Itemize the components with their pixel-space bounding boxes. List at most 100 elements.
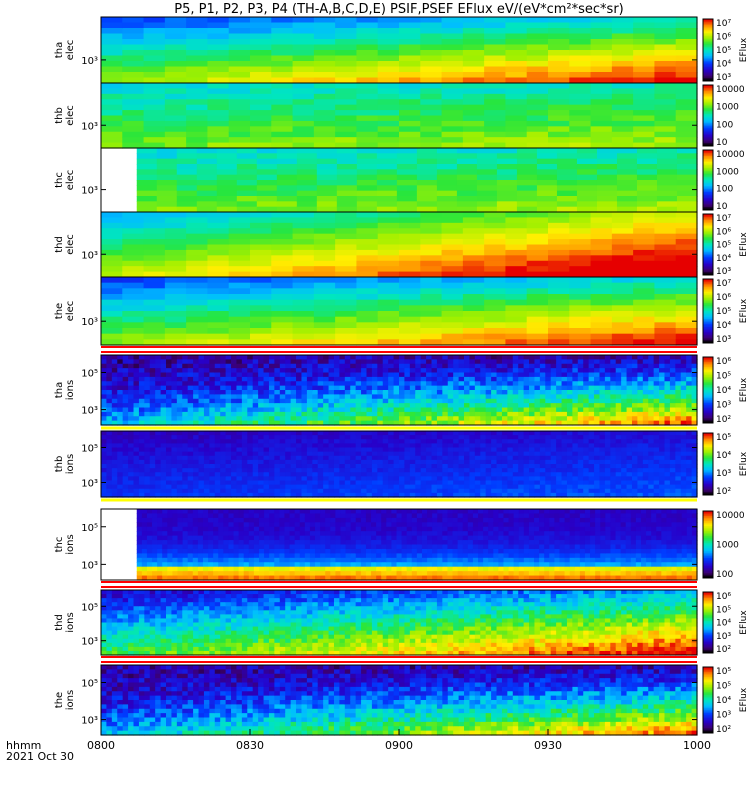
heatmap-cell [317,488,324,494]
heatmap-cell [675,333,698,340]
heatmap-cell [399,39,421,46]
heatmap-cell [501,476,508,482]
heatmap-cell [252,443,259,449]
heatmap-cell [101,311,123,318]
heatmap-cell [355,359,362,365]
heatmap-cell [656,153,678,160]
heatmap-cell [569,212,592,219]
heatmap-cell [339,464,346,469]
heatmap-cell [182,484,189,490]
heatmap-cell [111,420,118,426]
heatmap-cell [633,239,656,246]
heatmap-cell [388,390,395,395]
heatmap-cell [214,376,221,382]
heatmap-cell [101,385,108,391]
heatmap-cell [654,322,677,329]
heatmap-cell [207,142,230,149]
heatmap-cell [306,368,313,374]
heatmap-cell [252,368,259,374]
heatmap-cell [505,228,528,235]
heatmap-cell [484,72,507,79]
heatmap-cell [626,385,633,391]
colorbar-segment [703,264,713,267]
heatmap-cell [106,403,113,409]
heatmap-cell [122,233,145,240]
heatmap-cell [336,206,358,213]
heatmap-cell [377,110,400,117]
heatmap-cell [335,299,358,306]
heatmap-cell [333,363,340,369]
heatmap-cell [356,282,379,289]
heatmap-cell [323,394,330,400]
heatmap-cell [306,447,313,453]
heatmap-cell [545,355,552,360]
heatmap-cell [523,385,530,391]
heatmap-cell [356,316,379,323]
heatmap-cell [136,158,158,165]
heatmap-cell [371,451,378,457]
heatmap-cell [111,459,118,465]
heatmap-cell [252,363,259,369]
heatmap-cell [166,376,173,382]
heatmap-cell [225,363,232,369]
heatmap-cell [335,55,358,62]
heatmap-cell [686,376,693,382]
heatmap-cell [545,368,552,374]
heatmap-cell [654,299,677,306]
heatmap-cell [526,294,549,301]
heatmap-cell [377,311,400,318]
heatmap-cell [285,407,292,413]
heatmap-cell [664,363,671,369]
heatmap-cell [396,201,418,208]
heatmap-cell [182,381,189,387]
heatmap-cell [621,355,628,360]
heatmap-cell [355,420,362,426]
heatmap-cell [176,398,183,404]
heatmap-cell [462,271,485,278]
colorbar-segment [703,291,713,294]
heatmap-cell [656,190,678,197]
colorbar-segment [703,89,713,92]
heatmap-cell [382,394,389,400]
heatmap-cell [596,169,618,176]
heatmap-cell [572,403,579,409]
heatmap-cell [155,464,162,469]
heatmap-cell [631,390,638,395]
heatmap-cell [166,439,173,444]
heatmap-cell [228,50,251,57]
heatmap-cell [388,372,395,378]
heatmap-cell [209,431,216,436]
heatmap-cell [228,299,251,306]
heatmap-cell [316,148,338,154]
heatmap-cell [361,447,368,453]
heatmap-cell [686,407,693,413]
colorbar-segment [703,23,713,26]
heatmap-cell [377,271,400,278]
heatmap-cell [356,28,379,35]
heatmap-cell [505,44,528,51]
heatmap-cell [106,443,113,449]
heatmap-cell [149,447,156,453]
heatmap-cell [491,385,498,391]
heatmap-cell [164,22,187,29]
heatmap-cell [404,411,411,417]
heatmap-cell [388,411,395,417]
heatmap-cell [626,394,633,400]
heatmap-cell [496,472,503,477]
heatmap-cell [313,77,336,84]
colorbar-segment [703,181,713,184]
heatmap-cell [290,484,297,490]
heatmap-cell [182,476,189,482]
heatmap-cell [426,472,433,477]
heatmap-cell [399,328,421,335]
heatmap-cell [505,311,528,318]
colorbar-tick-label: 10⁴ [716,254,731,264]
heatmap-cell [236,359,243,365]
heatmap-cell [128,476,135,482]
heatmap-cell [171,459,178,465]
heatmap-cell [156,164,178,170]
heatmap-cell [526,115,549,122]
heatmap-cell [377,228,400,235]
heatmap-cell [464,455,471,461]
heatmap-cell [236,407,243,413]
